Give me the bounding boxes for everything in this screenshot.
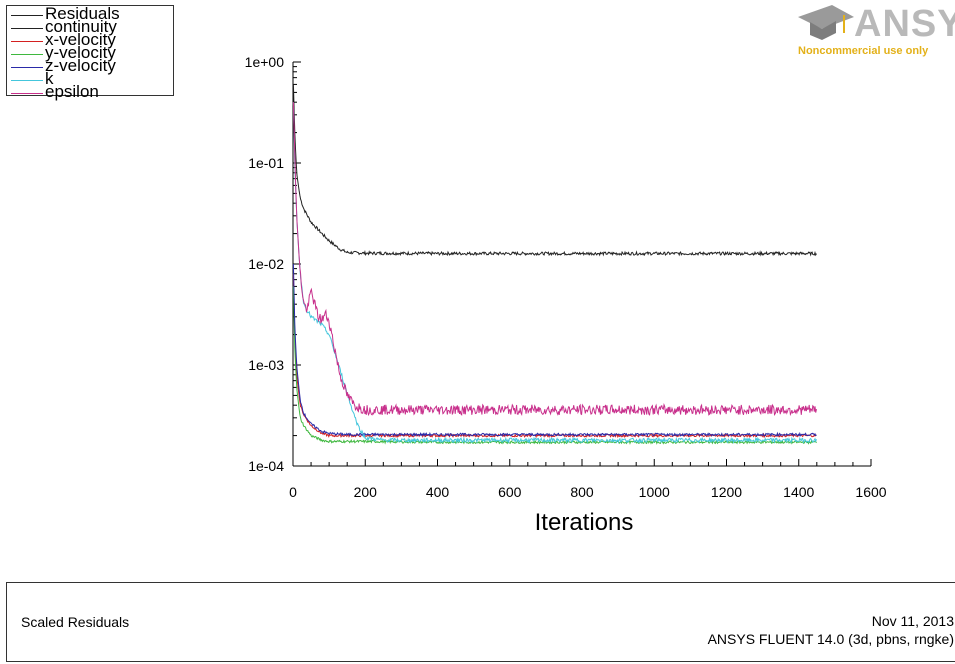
series-line	[292, 263, 817, 438]
graduation-cap-icon	[798, 5, 854, 40]
y-tick-label: 1e-02	[248, 256, 284, 272]
logo-word: ANSYS	[854, 3, 955, 45]
y-tick-label: 1e-03	[248, 357, 284, 373]
legend-swatch	[11, 93, 43, 94]
x-tick-label: 200	[354, 484, 378, 500]
x-tick-label: 1200	[711, 484, 742, 500]
footer-title: Scaled Residuals	[21, 614, 130, 630]
chart-series-layer	[292, 84, 817, 445]
legend-entry: epsilon	[7, 82, 173, 101]
legend-title: Residuals	[45, 4, 120, 23]
x-tick-label: 400	[426, 484, 450, 500]
series-line	[292, 84, 817, 257]
series-line	[292, 286, 817, 445]
x-tick-label: 1000	[639, 484, 670, 500]
legend-swatch	[11, 67, 43, 68]
ansys-logo: ANSYS Noncommercial use only	[796, 3, 955, 63]
series-line	[292, 102, 817, 445]
legend-entry: k	[7, 69, 173, 88]
y-tick-label: 1e-04	[248, 458, 284, 474]
legend-entry: z-velocity	[7, 56, 173, 75]
y-tick-label: 1e+00	[245, 54, 285, 70]
x-axis-label: Iterations	[535, 509, 634, 536]
legend-entry: y-velocity	[7, 43, 173, 62]
x-tick-label: 1400	[783, 484, 814, 500]
footer-version: ANSYS FLUENT 14.0 (3d, pbns, rngke)	[707, 631, 954, 647]
legend-entry: continuity	[7, 17, 173, 36]
residuals-chart: 0 200 400 600 800 1000 1200 1400 1600 1e-04 1e-03 1…	[245, 54, 887, 536]
legend-swatch	[11, 54, 43, 55]
legend-label: k	[45, 69, 54, 88]
footer-panel: Scaled Residuals Nov 11, 2013 ANSYS FLUE…	[6, 582, 955, 662]
y-tick-label: 1e-01	[248, 155, 284, 171]
legend-title-swatch	[11, 15, 43, 16]
footer-date: Nov 11, 2013	[871, 613, 954, 629]
legend-label: continuity	[45, 17, 117, 36]
series-line	[292, 102, 817, 417]
chart-axes: 0 200 400 600 800 1000 1200 1400 1600 1e-04 1e-03 1…	[245, 54, 887, 500]
legend-entry: x-velocity	[7, 30, 173, 49]
x-tick-label: 1600	[855, 484, 886, 500]
legend-label: z-velocity	[45, 56, 116, 75]
legend: Residuals continuity x-velocity y-velocity…	[6, 4, 174, 101]
legend-swatch	[11, 80, 43, 81]
x-tick-label: 600	[498, 484, 522, 500]
x-tick-label: 800	[570, 484, 594, 500]
legend-swatch	[11, 41, 43, 42]
legend-label: epsilon	[45, 82, 99, 101]
x-tick-label: 0	[289, 484, 297, 500]
legend-label: x-velocity	[45, 30, 116, 49]
logo-subtitle: Noncommercial use only	[798, 45, 929, 57]
legend-label: y-velocity	[45, 43, 116, 62]
legend-swatch	[11, 28, 43, 29]
legend-title-row: Residuals	[7, 4, 173, 23]
